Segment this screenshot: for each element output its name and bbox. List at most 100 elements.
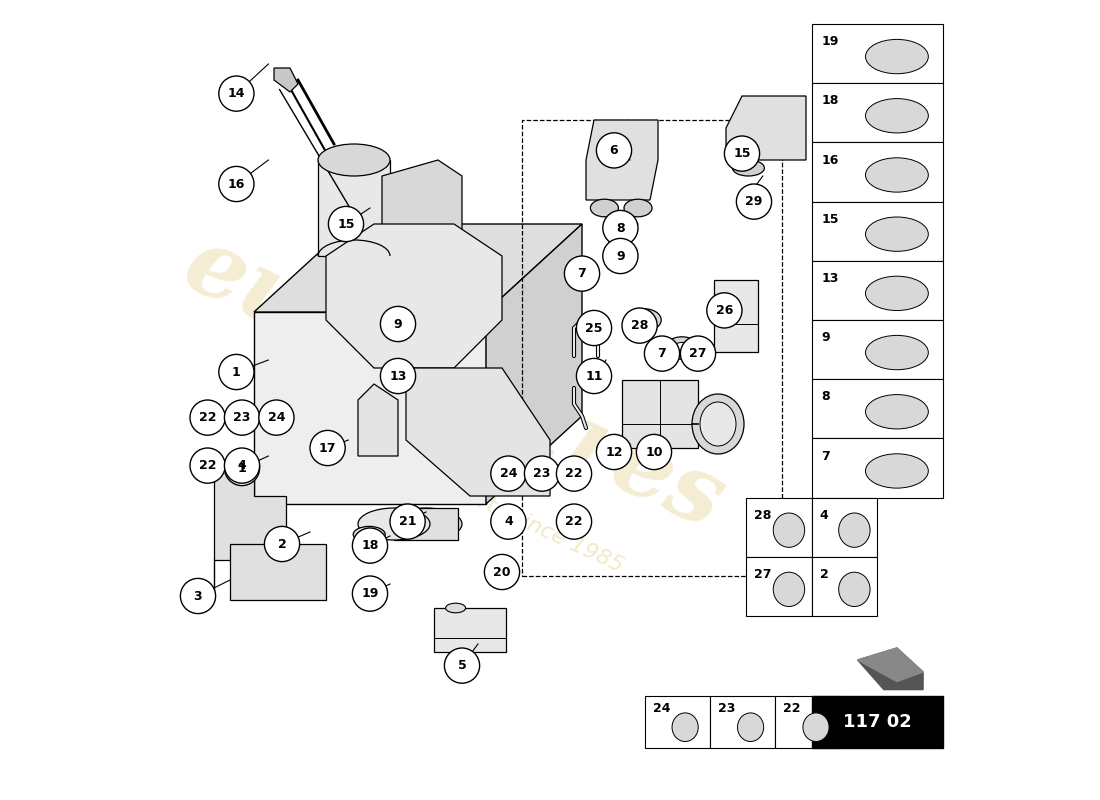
Ellipse shape	[866, 98, 928, 133]
Ellipse shape	[318, 144, 390, 176]
Circle shape	[381, 306, 416, 342]
Circle shape	[310, 430, 345, 466]
Text: 26: 26	[716, 304, 733, 317]
Text: 21: 21	[399, 515, 416, 528]
Bar	[714, 280, 758, 352]
Polygon shape	[230, 544, 326, 600]
Text: 17: 17	[319, 442, 337, 454]
Text: 27: 27	[755, 568, 772, 581]
Ellipse shape	[700, 402, 736, 446]
Circle shape	[390, 504, 426, 539]
Text: 13: 13	[389, 370, 407, 382]
Bar	[812, 379, 943, 438]
Bar	[621, 380, 698, 448]
Text: 15: 15	[822, 213, 839, 226]
Text: 22: 22	[565, 515, 583, 528]
Polygon shape	[382, 160, 462, 272]
Polygon shape	[318, 160, 390, 256]
Text: 4: 4	[820, 509, 828, 522]
Ellipse shape	[866, 394, 928, 429]
Text: 15: 15	[338, 218, 354, 230]
Circle shape	[725, 136, 760, 171]
Text: 9: 9	[616, 250, 625, 262]
Circle shape	[484, 554, 519, 590]
Ellipse shape	[773, 572, 804, 606]
Ellipse shape	[666, 337, 698, 359]
Text: 8: 8	[822, 390, 830, 403]
Bar	[812, 202, 943, 261]
Ellipse shape	[390, 508, 462, 540]
Text: 7: 7	[578, 267, 586, 280]
Text: 1: 1	[238, 462, 246, 474]
Circle shape	[190, 448, 226, 483]
Text: 9: 9	[394, 318, 403, 330]
Bar	[812, 498, 878, 557]
Text: 1: 1	[232, 366, 241, 378]
Circle shape	[224, 450, 260, 486]
Text: 20: 20	[493, 566, 510, 578]
Circle shape	[444, 648, 480, 683]
Circle shape	[219, 166, 254, 202]
Circle shape	[224, 448, 260, 483]
Text: 2: 2	[820, 568, 828, 581]
Circle shape	[681, 336, 716, 371]
Ellipse shape	[628, 309, 661, 331]
Bar	[812, 438, 943, 498]
Circle shape	[736, 184, 771, 219]
Bar	[645, 696, 710, 748]
Circle shape	[603, 238, 638, 274]
Text: 4: 4	[238, 459, 246, 472]
Bar	[812, 696, 943, 748]
Circle shape	[180, 578, 216, 614]
Text: 8: 8	[616, 222, 625, 234]
Text: 4: 4	[504, 515, 513, 528]
Ellipse shape	[866, 276, 928, 310]
Circle shape	[564, 256, 600, 291]
Ellipse shape	[353, 526, 385, 542]
Text: 19: 19	[361, 587, 378, 600]
Bar	[812, 142, 943, 202]
Circle shape	[491, 456, 526, 491]
Text: 22: 22	[783, 702, 801, 715]
Text: 24: 24	[652, 702, 670, 715]
Circle shape	[258, 400, 294, 435]
Bar	[812, 261, 943, 320]
Text: 22: 22	[199, 459, 217, 472]
Text: 23: 23	[718, 702, 736, 715]
Text: 22: 22	[565, 467, 583, 480]
Text: 18: 18	[822, 94, 839, 107]
Text: 6: 6	[609, 144, 618, 157]
Ellipse shape	[803, 713, 829, 742]
Bar	[812, 557, 878, 616]
Ellipse shape	[773, 513, 804, 547]
Bar	[776, 696, 840, 748]
Ellipse shape	[866, 39, 928, 74]
Ellipse shape	[624, 199, 652, 217]
Text: 14: 14	[228, 87, 245, 100]
Ellipse shape	[866, 335, 928, 370]
Circle shape	[621, 308, 657, 343]
Bar	[812, 320, 943, 379]
Bar	[710, 696, 776, 748]
Text: 29: 29	[746, 195, 762, 208]
Polygon shape	[358, 384, 398, 456]
Circle shape	[381, 358, 416, 394]
Text: 3: 3	[194, 590, 202, 602]
Text: 23: 23	[534, 467, 551, 480]
Circle shape	[219, 354, 254, 390]
Bar	[747, 557, 812, 616]
Text: 24: 24	[499, 467, 517, 480]
Bar	[812, 24, 943, 83]
Text: 28: 28	[755, 509, 772, 522]
Circle shape	[707, 293, 743, 328]
Text: 25: 25	[585, 322, 603, 334]
Text: eurospares: eurospares	[169, 219, 738, 549]
Text: 27: 27	[690, 347, 706, 360]
Circle shape	[603, 210, 638, 246]
Circle shape	[491, 504, 526, 539]
Circle shape	[329, 206, 364, 242]
Polygon shape	[726, 96, 806, 160]
Ellipse shape	[591, 199, 618, 217]
Ellipse shape	[866, 158, 928, 192]
Polygon shape	[858, 648, 923, 682]
